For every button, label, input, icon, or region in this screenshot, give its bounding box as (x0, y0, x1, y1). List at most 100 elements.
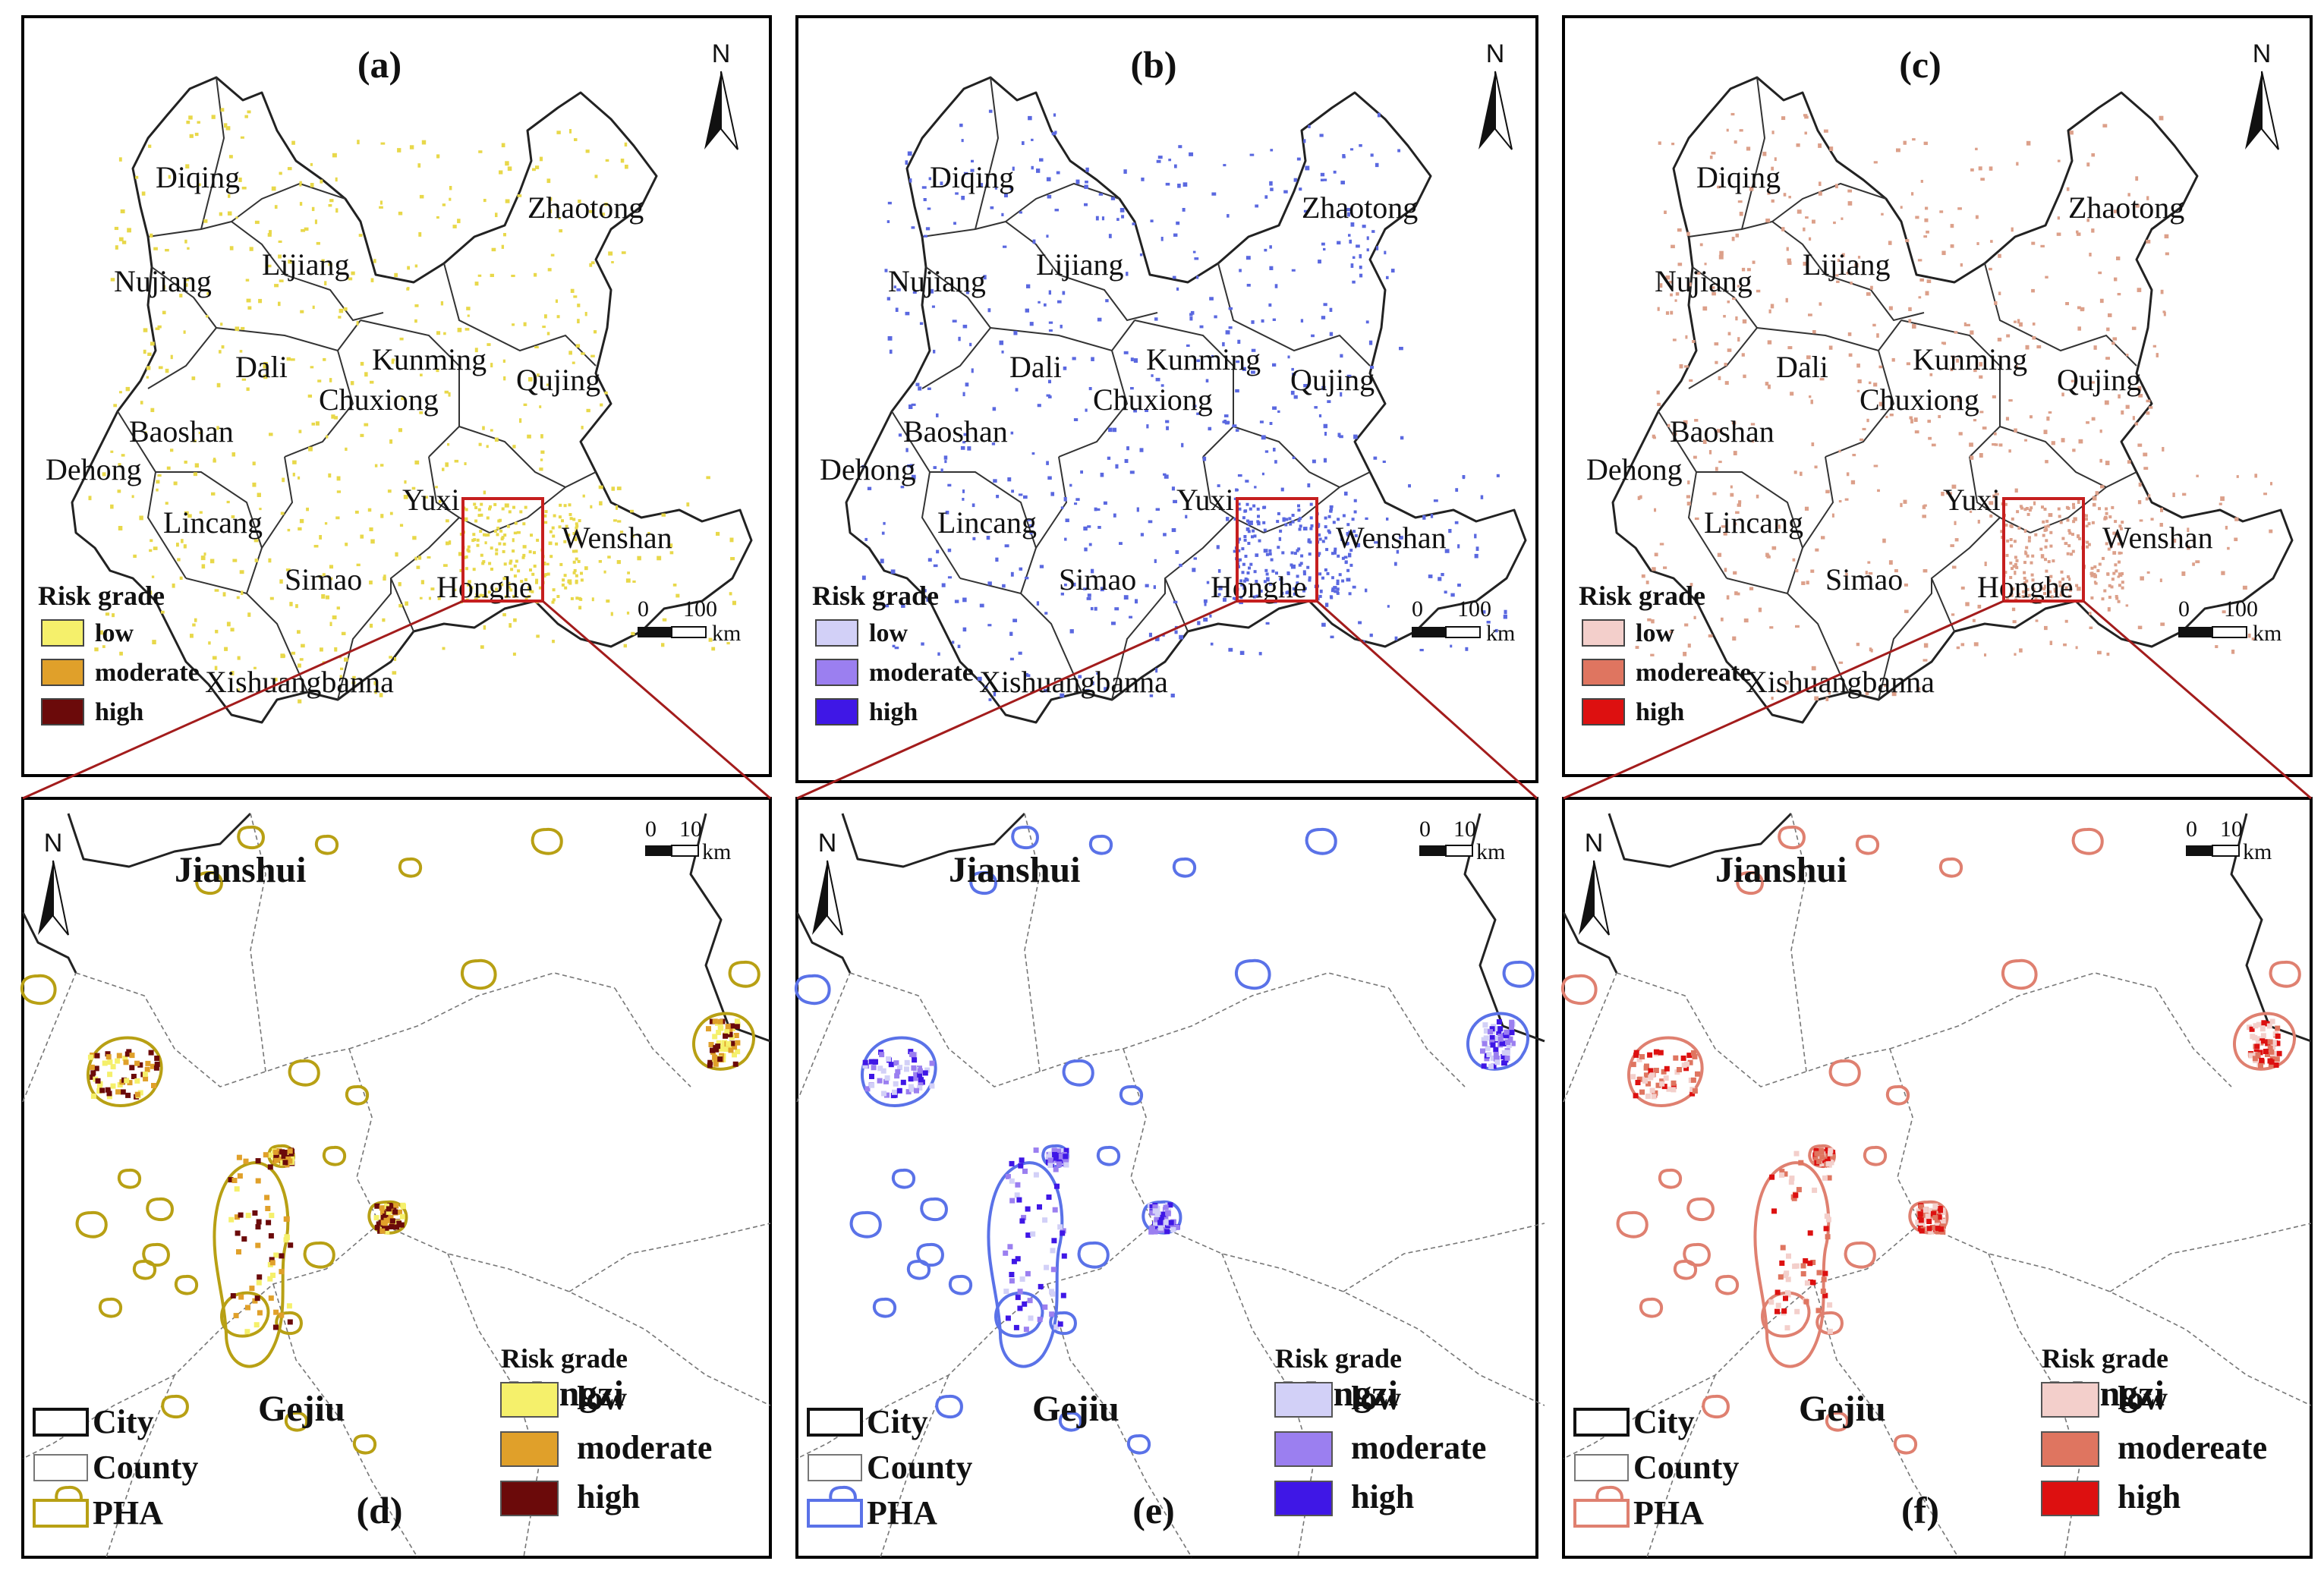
risk-cell (2045, 275, 2048, 279)
risk-cell (2131, 326, 2137, 330)
boundary-legend-item: PHA (1633, 1494, 1704, 1531)
risk-cell (1733, 451, 1737, 456)
risk-cell (2068, 588, 2072, 592)
risk-cell (1235, 488, 1238, 492)
risk-cell (2146, 196, 2149, 200)
scale-black (645, 845, 672, 856)
risk-cell (2031, 241, 2036, 245)
risk-cell (937, 652, 940, 656)
risk-cell (452, 225, 457, 228)
risk-cell (165, 502, 168, 505)
risk-cell (1239, 558, 1242, 562)
risk-cell (637, 556, 641, 561)
risk-cell (2263, 493, 2267, 496)
risk-cell (1911, 192, 1914, 196)
risk-cell (1296, 574, 1299, 578)
risk-cell (2260, 1033, 2266, 1039)
risk-cell (524, 505, 527, 509)
legend-swatch-low (2041, 1382, 2099, 1418)
risk-cell (271, 186, 276, 191)
risk-cell (1223, 597, 1227, 602)
risk-cell (185, 164, 190, 168)
risk-cell (1643, 1065, 1649, 1071)
risk-cell (524, 578, 527, 581)
risk-cell (953, 222, 956, 225)
risk-cell (274, 205, 278, 209)
risk-cell (259, 508, 262, 511)
risk-cell (1932, 1215, 1938, 1221)
risk-cell (2085, 518, 2088, 521)
risk-cell (2013, 540, 2017, 543)
risk-cell (2259, 1026, 2266, 1032)
risk-cell (1019, 567, 1023, 571)
risk-cell (562, 578, 565, 582)
scale-unit: km (1486, 621, 1515, 646)
risk-cell (1659, 1078, 1665, 1084)
risk-cell (2148, 494, 2151, 498)
risk-cell (1072, 357, 1076, 360)
risk-cell (1960, 643, 1965, 647)
risk-cell (1977, 604, 1982, 609)
risk-cell (1019, 1218, 1025, 1224)
risk-cell (1768, 309, 1771, 313)
risk-cell (329, 378, 332, 382)
risk-cell (150, 233, 153, 238)
risk-cell (1286, 572, 1290, 575)
risk-cell (1326, 571, 1330, 575)
risk-cell (598, 485, 603, 489)
risk-cell (2107, 607, 2111, 612)
risk-cell (519, 418, 522, 423)
risk-cell (2075, 646, 2078, 650)
risk-cell (534, 272, 537, 277)
risk-cell (278, 254, 282, 259)
risk-cell (2068, 531, 2072, 535)
risk-cell (404, 480, 407, 484)
risk-cell (610, 612, 613, 616)
risk-cell (237, 1173, 243, 1179)
risk-cell (2135, 203, 2140, 208)
risk-cell (890, 569, 896, 574)
risk-cell (1993, 432, 1997, 436)
risk-cell (1009, 657, 1014, 661)
risk-cell (482, 426, 485, 430)
risk-cell (1950, 244, 1954, 248)
risk-cell (427, 556, 431, 559)
risk-cell (2049, 530, 2053, 534)
risk-cell (1324, 568, 1327, 571)
risk-cell (1350, 148, 1354, 151)
prefecture-boundary (489, 486, 566, 533)
panel-frame (21, 15, 772, 777)
risk-cell (495, 212, 498, 218)
risk-cell (1400, 436, 1404, 440)
risk-cell (509, 623, 512, 628)
risk-cell (117, 489, 121, 493)
risk-cell (2105, 461, 2110, 465)
risk-cell (323, 357, 326, 361)
risk-cell (577, 304, 581, 307)
risk-cell (2048, 590, 2052, 593)
risk-cell (235, 326, 240, 332)
risk-cell (298, 527, 302, 531)
risk-cell (1815, 548, 1819, 552)
risk-cell (1124, 458, 1129, 464)
risk-cell (1784, 1270, 1790, 1276)
risk-cell (380, 464, 384, 467)
prefecture-label: Dali (1776, 350, 1828, 384)
risk-cell (1928, 1229, 1934, 1235)
risk-cell (266, 1152, 272, 1158)
legend-item: high (577, 1478, 640, 1515)
risk-cell (194, 132, 199, 137)
risk-cell (298, 699, 302, 703)
risk-cell (1333, 170, 1337, 174)
legend-swatch-moderate (815, 659, 858, 686)
risk-cell (941, 583, 946, 587)
risk-cell (1270, 558, 1274, 562)
risk-cell (1904, 609, 1909, 613)
risk-cell (1108, 234, 1112, 238)
risk-cell (1309, 516, 1313, 520)
risk-cell (912, 1057, 918, 1063)
risk-cell (1847, 201, 1853, 206)
risk-cell (289, 602, 293, 606)
